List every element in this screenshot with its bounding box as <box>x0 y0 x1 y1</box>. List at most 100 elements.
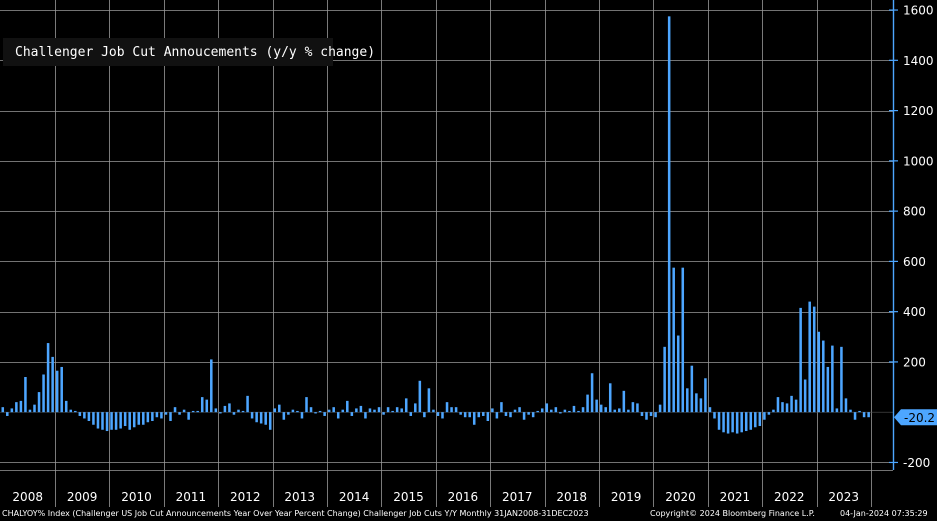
bar <box>513 409 517 413</box>
bar <box>46 343 50 413</box>
bar <box>237 409 240 413</box>
bar <box>690 365 694 413</box>
bar <box>386 407 390 413</box>
bar <box>255 412 258 423</box>
y-tick-label: 200 <box>903 355 926 369</box>
bar <box>595 399 598 413</box>
bar <box>699 398 703 413</box>
bar <box>441 412 444 419</box>
bar <box>740 412 743 433</box>
x-tick-label: 2018 <box>556 490 587 504</box>
last-value-label: -20.2 <box>904 411 935 425</box>
bar <box>613 409 617 413</box>
bar <box>232 412 236 415</box>
bar <box>627 409 630 413</box>
bar <box>219 412 222 414</box>
bar <box>409 412 413 416</box>
bar <box>205 399 209 413</box>
bar <box>42 374 45 413</box>
bar <box>808 301 811 413</box>
bar <box>636 403 639 413</box>
x-tick-label: 2015 <box>393 490 424 504</box>
bar <box>119 412 122 429</box>
bar <box>137 412 141 425</box>
x-tick-label: 2010 <box>121 490 152 504</box>
bar <box>241 410 245 413</box>
bar <box>37 392 41 413</box>
bar <box>87 412 91 421</box>
bar <box>844 398 848 413</box>
bar <box>341 409 345 413</box>
bar <box>268 412 272 430</box>
bar <box>527 412 530 415</box>
bar <box>695 393 698 413</box>
bar <box>758 412 762 427</box>
x-tick-label: 2022 <box>774 490 805 504</box>
bar <box>608 383 612 413</box>
y-tick-label: 600 <box>903 255 926 269</box>
bar <box>554 407 558 413</box>
bar <box>246 395 249 413</box>
bar <box>83 412 86 419</box>
bar <box>19 400 23 413</box>
bar <box>763 412 766 420</box>
bar <box>604 407 607 413</box>
bar <box>563 409 567 413</box>
bar <box>862 412 866 418</box>
bar <box>300 412 304 419</box>
bar <box>423 412 426 418</box>
bar <box>223 405 227 413</box>
bar <box>250 412 254 419</box>
x-tick-label: 2021 <box>720 490 751 504</box>
bar <box>840 346 843 413</box>
bar <box>323 412 326 416</box>
legend-label: Challenger Job Cut Annoucements (y/y % c… <box>15 44 376 60</box>
bar <box>101 412 104 430</box>
bar <box>531 412 535 418</box>
bar <box>155 412 159 418</box>
bar <box>717 412 721 430</box>
bar <box>781 402 784 413</box>
bar <box>391 410 394 413</box>
x-tick-label: 2016 <box>448 490 479 504</box>
bar <box>509 412 512 418</box>
bar <box>853 412 857 420</box>
bar <box>767 412 771 415</box>
bar <box>658 404 662 413</box>
bar <box>831 345 834 413</box>
grid-lines <box>0 0 893 507</box>
bar <box>654 412 657 418</box>
bar <box>96 412 100 429</box>
bar <box>726 412 730 434</box>
bar <box>486 412 490 421</box>
bar <box>468 412 471 418</box>
bar <box>55 370 59 413</box>
x-tick-label: 2011 <box>176 490 207 504</box>
bar <box>291 409 295 413</box>
bar <box>377 407 381 413</box>
bar <box>60 366 63 413</box>
bar <box>228 403 231 413</box>
bar <box>522 412 526 420</box>
bar <box>210 359 213 413</box>
legend: Challenger Job Cut Annoucements (y/y % c… <box>3 38 375 66</box>
x-tick-label: 2008 <box>12 490 43 504</box>
bar <box>708 407 712 413</box>
bar <box>173 407 177 413</box>
bar <box>676 335 680 413</box>
y-tick-label: 1400 <box>903 54 934 68</box>
bar <box>132 412 136 428</box>
bar <box>196 410 199 413</box>
bar <box>826 366 830 413</box>
x-tick-label: 2019 <box>611 490 642 504</box>
bar <box>436 412 440 416</box>
y-tick-label: -200 <box>903 456 930 470</box>
footer-timestamp: 04-Jan-2024 07:35:29 <box>840 509 928 518</box>
bar <box>817 331 821 413</box>
bar <box>200 397 204 413</box>
bar <box>794 399 798 413</box>
bar <box>382 412 385 415</box>
bar <box>550 409 553 413</box>
bar <box>803 379 807 413</box>
bar <box>259 412 263 424</box>
